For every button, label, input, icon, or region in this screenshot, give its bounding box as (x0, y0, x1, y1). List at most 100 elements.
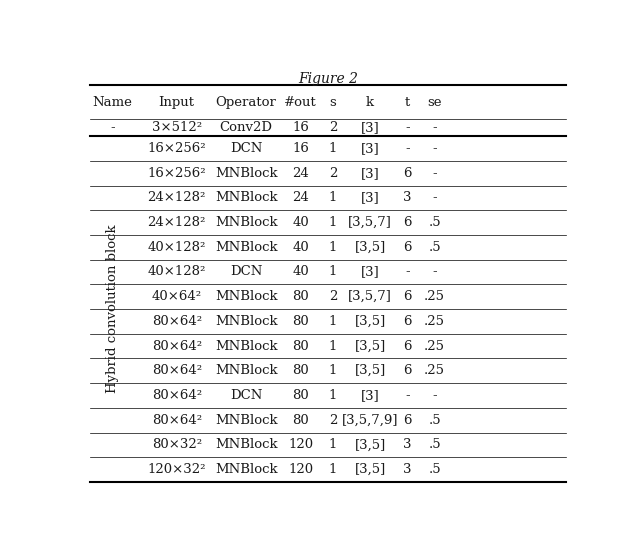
Text: 6: 6 (403, 216, 412, 229)
Text: [3,5]: [3,5] (355, 339, 386, 353)
Text: 16: 16 (292, 142, 309, 155)
Text: [3]: [3] (361, 266, 380, 278)
Text: 40×64²: 40×64² (152, 290, 202, 303)
Text: [3,5,7]: [3,5,7] (348, 290, 392, 303)
Text: 6: 6 (403, 166, 412, 180)
Text: 24: 24 (292, 191, 309, 204)
Text: 120: 120 (288, 463, 314, 476)
Text: 3: 3 (403, 463, 412, 476)
Text: .5: .5 (428, 216, 441, 229)
Text: Figure 2: Figure 2 (298, 73, 358, 87)
Text: [3,5,7]: [3,5,7] (348, 216, 392, 229)
Text: 2: 2 (329, 290, 337, 303)
Text: k: k (366, 96, 374, 109)
Text: -: - (433, 389, 437, 402)
Text: Name: Name (92, 96, 132, 109)
Text: 1: 1 (329, 142, 337, 155)
Text: 1: 1 (329, 463, 337, 476)
Text: 40: 40 (292, 241, 309, 254)
Text: 1: 1 (329, 439, 337, 451)
Text: 1: 1 (329, 389, 337, 402)
Text: 16×256²: 16×256² (147, 142, 206, 155)
Text: 80×64²: 80×64² (152, 364, 202, 377)
Text: [3]: [3] (361, 121, 380, 134)
Text: 3×512²: 3×512² (152, 121, 202, 134)
Text: 6: 6 (403, 290, 412, 303)
Text: .5: .5 (428, 463, 441, 476)
Text: 6: 6 (403, 414, 412, 426)
Text: DCN: DCN (230, 389, 262, 402)
Text: DCN: DCN (230, 142, 262, 155)
Text: 120×32²: 120×32² (147, 463, 206, 476)
Text: 80: 80 (292, 414, 309, 426)
Text: .5: .5 (428, 439, 441, 451)
Text: [3,5]: [3,5] (355, 364, 386, 377)
Text: .25: .25 (424, 315, 445, 328)
Text: Conv2D: Conv2D (220, 121, 273, 134)
Text: 24×128²: 24×128² (148, 216, 206, 229)
Text: 3: 3 (403, 191, 412, 204)
Text: -: - (405, 142, 410, 155)
Text: [3]: [3] (361, 389, 380, 402)
Text: 80: 80 (292, 339, 309, 353)
Text: Hybrid convolution block: Hybrid convolution block (106, 225, 119, 393)
Text: 80×64²: 80×64² (152, 339, 202, 353)
Text: 2: 2 (329, 121, 337, 134)
Text: 1: 1 (329, 241, 337, 254)
Text: 40: 40 (292, 266, 309, 278)
Text: 80×32²: 80×32² (152, 439, 202, 451)
Text: 80×64²: 80×64² (152, 414, 202, 426)
Text: MNBlock: MNBlock (215, 439, 278, 451)
Text: 1: 1 (329, 191, 337, 204)
Text: 6: 6 (403, 315, 412, 328)
Text: -: - (433, 266, 437, 278)
Text: [3,5]: [3,5] (355, 315, 386, 328)
Text: -: - (405, 266, 410, 278)
Text: 24: 24 (292, 166, 309, 180)
Text: [3,5]: [3,5] (355, 241, 386, 254)
Text: 24×128²: 24×128² (148, 191, 206, 204)
Text: MNBlock: MNBlock (215, 216, 278, 229)
Text: 40×128²: 40×128² (148, 266, 206, 278)
Text: MNBlock: MNBlock (215, 315, 278, 328)
Text: MNBlock: MNBlock (215, 339, 278, 353)
Text: MNBlock: MNBlock (215, 463, 278, 476)
Text: MNBlock: MNBlock (215, 191, 278, 204)
Text: 80: 80 (292, 389, 309, 402)
Text: -: - (110, 121, 115, 134)
Text: MNBlock: MNBlock (215, 364, 278, 377)
Text: MNBlock: MNBlock (215, 166, 278, 180)
Text: DCN: DCN (230, 266, 262, 278)
Text: 1: 1 (329, 339, 337, 353)
Text: -: - (405, 121, 410, 134)
Text: 80×64²: 80×64² (152, 315, 202, 328)
Text: Input: Input (159, 96, 195, 109)
Text: 1: 1 (329, 315, 337, 328)
Text: .25: .25 (424, 364, 445, 377)
Text: t: t (404, 96, 410, 109)
Text: 6: 6 (403, 364, 412, 377)
Text: 16: 16 (292, 121, 309, 134)
Text: [3,5,7,9]: [3,5,7,9] (342, 414, 399, 426)
Text: 120: 120 (288, 439, 314, 451)
Text: 1: 1 (329, 216, 337, 229)
Text: -: - (433, 142, 437, 155)
Text: 6: 6 (403, 241, 412, 254)
Text: -: - (405, 389, 410, 402)
Text: .5: .5 (428, 414, 441, 426)
Text: 80: 80 (292, 290, 309, 303)
Text: [3,5]: [3,5] (355, 463, 386, 476)
Text: 80: 80 (292, 364, 309, 377)
Text: 16×256²: 16×256² (147, 166, 206, 180)
Text: Operator: Operator (216, 96, 276, 109)
Text: .5: .5 (428, 241, 441, 254)
Text: [3]: [3] (361, 142, 380, 155)
Text: 80: 80 (292, 315, 309, 328)
Text: 40: 40 (292, 216, 309, 229)
Text: 6: 6 (403, 339, 412, 353)
Text: [3]: [3] (361, 191, 380, 204)
Text: 2: 2 (329, 414, 337, 426)
Text: .25: .25 (424, 290, 445, 303)
Text: 1: 1 (329, 266, 337, 278)
Text: MNBlock: MNBlock (215, 414, 278, 426)
